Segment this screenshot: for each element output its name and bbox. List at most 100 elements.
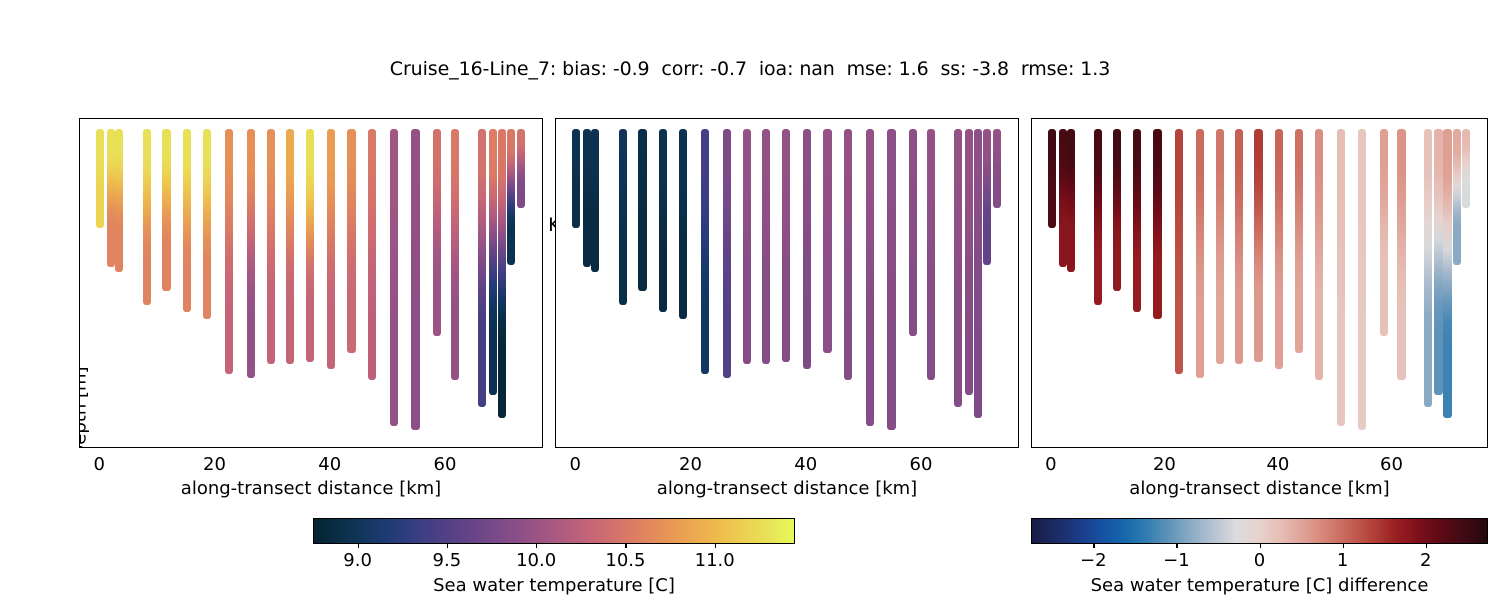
x-axis-tick-label: 60: [1380, 454, 1403, 475]
ctd-cast-profile: [1397, 129, 1406, 380]
colorbar-tick-label: 0: [1253, 550, 1266, 571]
ctd-cast-profile: [781, 129, 791, 363]
colorbar-tick: [1259, 544, 1261, 548]
x-axis-tick-label: 20: [679, 454, 702, 475]
ctd-cast-profile: [1066, 129, 1075, 272]
ctd-cast-profile: [823, 129, 832, 354]
x-axis-label: along-transect distance [km]: [180, 478, 442, 499]
x-axis-tick-label: 60: [433, 454, 457, 475]
y-axis-tick: [555, 338, 556, 339]
ctd-cast-profile: [1132, 129, 1142, 312]
colorbar-tick: [357, 544, 359, 548]
ctd-cast-profile: [390, 129, 399, 427]
ctd-cast-profile: [1358, 129, 1367, 430]
y-axis-tick: [1031, 129, 1032, 130]
ctd-cast-profile: [927, 129, 936, 380]
y-axis-tick: [1031, 338, 1032, 339]
x-axis-tick: [1165, 447, 1166, 448]
ctd-cast-profile: [618, 129, 627, 305]
x-axis-tick-label: 20: [203, 454, 226, 475]
colorbar-tick: [1093, 544, 1095, 548]
x-axis-tick-label: 0: [93, 454, 105, 475]
axis-label-depth: Depth [m]: [79, 366, 91, 447]
ctd-cast-profile: [1462, 129, 1471, 208]
ctd-cast-profile: [182, 129, 191, 312]
colorbar-tick-label: 9.0: [343, 550, 372, 571]
x-axis-tick-label: 40: [1266, 454, 1290, 475]
ctd-cast-profile: [1443, 129, 1452, 418]
ctd-cast-profile: [497, 129, 506, 418]
ctd-cast-profile: [992, 129, 1002, 208]
x-axis-tick: [1052, 447, 1053, 448]
ctd-cast-profile: [887, 129, 896, 430]
ctd-cast-profile: [507, 129, 516, 265]
x-axis-tick: [807, 447, 808, 448]
ctd-cast-profile: [638, 129, 647, 291]
ctd-cast-profile: [142, 129, 151, 305]
plot-area-obs-minus-model: [1032, 119, 1487, 447]
ctd-cast-profile: [1434, 129, 1443, 396]
colorbar-temperature-label: Sea water temperature [C]: [433, 575, 675, 596]
x-axis-tick-label: 0: [1045, 454, 1057, 475]
x-axis-tick: [691, 447, 692, 448]
y-axis-tick: [555, 129, 556, 130]
ctd-cast-profile: [909, 129, 918, 337]
x-axis-tick: [1392, 447, 1393, 448]
y-axis-tick: [79, 338, 80, 339]
ctd-cast-profile: [701, 129, 710, 375]
colorbar-tick-label: 1: [1336, 550, 1349, 571]
x-axis-tick-label: 60: [909, 454, 933, 475]
ctd-cast-profile: [866, 129, 875, 427]
y-axis-tick: [1031, 407, 1032, 408]
ctd-cast-profile: [953, 129, 962, 408]
ctd-cast-profile: [107, 129, 116, 267]
colorbar-tick: [1425, 544, 1427, 548]
ctd-cast-profile: [477, 129, 486, 408]
ctd-cast-profile: [1337, 129, 1346, 427]
colorbar-tick-label: 9.5: [432, 550, 462, 571]
colorbar-difference-gradient: [1031, 518, 1488, 544]
x-axis-tick: [446, 447, 447, 448]
ctd-cast-profile: [1215, 129, 1224, 364]
ctd-cast-profile: [1174, 129, 1184, 375]
ctd-cast-profile: [433, 129, 442, 337]
y-axis-tick: [555, 268, 556, 269]
ctd-cast-profile: [286, 129, 295, 364]
y-axis-tick: [555, 199, 556, 200]
ctd-cast-profile: [762, 129, 771, 364]
x-axis-tick: [100, 447, 101, 448]
y-axis-tick: [555, 407, 556, 408]
y-axis-tick: [79, 407, 80, 408]
ctd-cast-profile: [973, 129, 982, 418]
ctd-cast-profile: [983, 129, 992, 265]
suptitle-line-1: Cruise_16-Line_7: bias: -0.9 corr: -0.7 …: [389, 58, 1111, 80]
ctd-cast-profile: [1153, 129, 1162, 319]
x-axis-tick-label: 40: [318, 454, 342, 475]
colorbar-tick-label: −1: [1163, 550, 1190, 571]
colorbar-tick-label: 10.5: [605, 550, 646, 571]
x-axis-tick: [331, 447, 332, 448]
ctd-cast-profile: [488, 129, 497, 396]
ctd-cast-profile: [367, 129, 376, 380]
colorbar-tick-label: −2: [1080, 550, 1107, 571]
ctd-cast-profile: [742, 129, 751, 364]
x-axis-tick-label: 0: [569, 454, 581, 475]
ctd-cast-profile: [1452, 129, 1461, 265]
x-axis-tick: [215, 447, 216, 448]
colorbar-tick: [446, 544, 449, 548]
ctd-cast-profile: [1423, 129, 1432, 408]
colorbar-tick-label: 10.0: [516, 550, 557, 571]
ctd-cast-profile: [591, 129, 600, 272]
ctd-cast-profile: [802, 129, 811, 370]
x-axis-tick-label: 40: [794, 454, 818, 475]
plot-area-observation: [80, 119, 542, 447]
y-axis-tick: [79, 199, 80, 200]
ctd-cast-profile: [679, 129, 688, 319]
ctd-cast-profile: [1195, 129, 1205, 378]
y-axis-tick: [1031, 268, 1032, 269]
colorbar-tick: [1342, 544, 1344, 548]
ctd-cast-profile: [1379, 129, 1389, 337]
colorbar-tick: [625, 544, 627, 548]
panel-obs-minus-model: Obs - Model: [1031, 118, 1488, 448]
